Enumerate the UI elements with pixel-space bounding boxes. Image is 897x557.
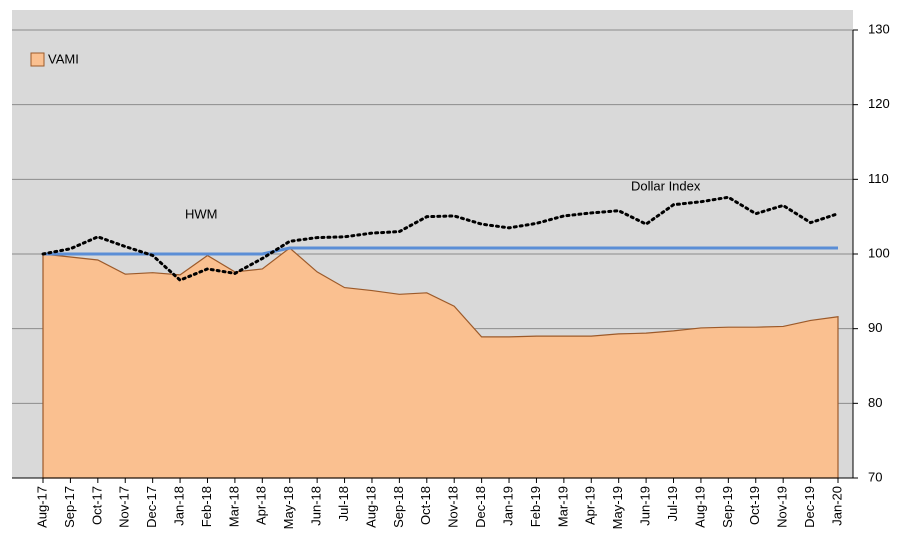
y-tick-label: 120 <box>868 96 890 111</box>
x-tick-label: Jan-20 <box>829 486 844 526</box>
annotation: Dollar Index <box>631 178 701 193</box>
x-tick-label: Dec-17 <box>144 486 159 528</box>
line <box>43 246 838 256</box>
legend-swatch <box>30 52 45 67</box>
x-tick-label: Jun-18 <box>309 486 324 526</box>
y-tick-label: 90 <box>868 320 882 335</box>
x-tick-label: Sep-18 <box>391 486 406 528</box>
x-tick-label: May-18 <box>281 486 296 529</box>
y-tick-label: 80 <box>868 395 882 410</box>
y-tick-label: 70 <box>868 469 882 484</box>
x-tick-label: Nov-18 <box>446 486 461 528</box>
x-tick-label: Dec-18 <box>473 486 488 528</box>
y-tick-label: 100 <box>868 245 890 260</box>
x-tick-label: Sep-17 <box>62 486 77 528</box>
x-tick-label: Apr-19 <box>583 486 598 525</box>
x-tick-label: May-19 <box>610 486 625 529</box>
x-tick-label: Feb-18 <box>199 486 214 527</box>
y-tick-label: 110 <box>868 171 889 186</box>
x-tick-label: Mar-18 <box>226 486 241 527</box>
x-tick-label: Oct-19 <box>747 486 762 525</box>
x-tick-label: Sep-19 <box>720 486 735 528</box>
x-tick-label: Aug-18 <box>363 486 378 528</box>
legend-label: VAMI <box>48 51 79 66</box>
x-tick-label: Feb-19 <box>528 486 543 527</box>
y-tick-label: 130 <box>868 21 890 36</box>
x-tick-label: Aug-17 <box>34 486 49 528</box>
x-tick-label: Nov-17 <box>117 486 132 528</box>
line <box>41 195 840 282</box>
x-tick-label: Mar-19 <box>555 486 570 527</box>
x-tick-label: Apr-18 <box>254 486 269 525</box>
x-tick-label: Oct-17 <box>89 486 104 525</box>
annotation: HWM <box>185 206 218 221</box>
x-tick-label: Jun-19 <box>638 486 653 526</box>
x-tick-label: Aug-19 <box>692 486 707 528</box>
x-tick-label: Oct-18 <box>418 486 433 525</box>
x-tick-label: Jul-18 <box>336 486 351 521</box>
x-tick-label: Jan-19 <box>500 486 515 526</box>
x-tick-label: Nov-19 <box>775 486 790 528</box>
area <box>42 247 839 479</box>
x-tick-label: Jul-19 <box>665 486 680 521</box>
x-tick-label: Dec-19 <box>802 486 817 528</box>
x-tick-label: Jan-18 <box>172 486 187 526</box>
